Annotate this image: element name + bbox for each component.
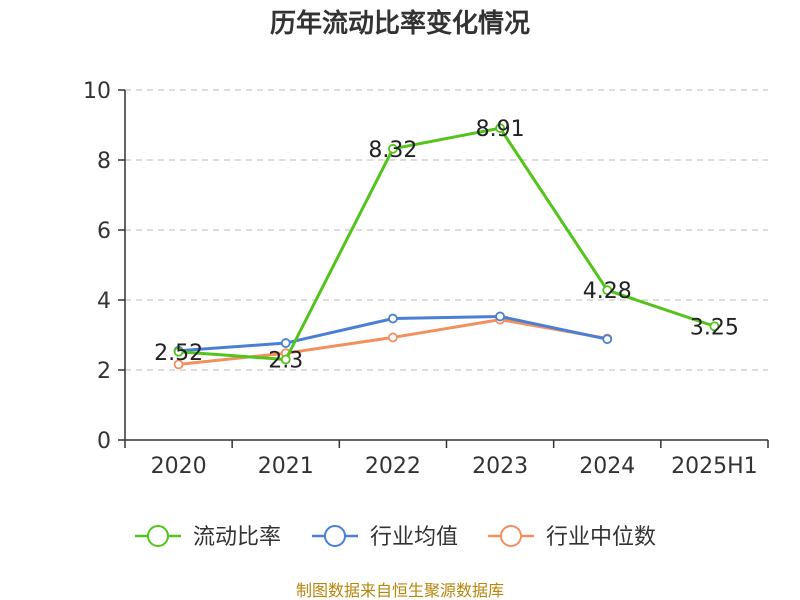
y-tick-label: 0: [97, 429, 111, 454]
y-tick-label: 2: [97, 359, 111, 384]
x-tick-label: 2024: [579, 454, 635, 479]
data-point: [709, 321, 720, 332]
data-label: 2.52: [154, 341, 203, 366]
data-point: [388, 143, 398, 154]
gridlines: [125, 89, 768, 371]
axes: 0 2 4 6 8 10 2020 2021 2022 2023 2024 2025H1: [83, 79, 769, 479]
legend-item: 行业均值: [312, 525, 458, 550]
y-tick-label: 10: [83, 79, 111, 104]
legend-item: 流动比率: [135, 525, 281, 550]
source-note: 制图数据来自恒生聚源数据库: [296, 581, 504, 600]
x-tick-label: 2021: [258, 454, 314, 479]
data-label: 8.91: [476, 117, 525, 142]
data-point: [173, 346, 184, 357]
series-lines: [173, 123, 720, 370]
legend: 流动比率 行业均值 行业中位数: [135, 525, 656, 550]
data-point: [495, 311, 505, 322]
y-tick-label: 6: [97, 219, 111, 244]
y-tick-label: 8: [97, 149, 111, 174]
legend-item: 行业中位数: [488, 525, 656, 550]
data-label: 2.3: [268, 349, 303, 374]
data-label: 8.32: [368, 138, 417, 163]
data-point: [495, 123, 505, 134]
data-point: [602, 285, 613, 296]
legend-label: 流动比率: [193, 525, 281, 550]
legend-swatch-marker: [324, 525, 346, 547]
legend-label: 行业中位数: [546, 525, 656, 550]
legend-label: 行业均值: [370, 525, 458, 550]
legend-swatch-marker: [500, 525, 522, 547]
legend-swatch-marker: [147, 525, 169, 547]
chart-title: 历年流动比率变化情况: [270, 8, 530, 39]
data-label: 4.28: [583, 279, 632, 304]
data-labels: 2.52 2.3 8.32 8.91 4.28 3.25: [154, 117, 739, 373]
data-point: [388, 313, 398, 324]
series-line-0: [178, 126, 715, 361]
data-point: [173, 359, 184, 370]
data-point: [280, 338, 291, 348]
y-tick-label: 4: [97, 289, 111, 314]
data-label: 3.25: [690, 315, 739, 340]
x-tick-label: 2025H1: [671, 454, 758, 479]
data-point: [602, 334, 613, 345]
x-tick-label: 2023: [472, 454, 528, 479]
x-tick-label: 2022: [365, 454, 421, 479]
x-tick-label: 2020: [151, 454, 207, 479]
data-point: [280, 354, 291, 365]
data-point: [388, 332, 398, 343]
